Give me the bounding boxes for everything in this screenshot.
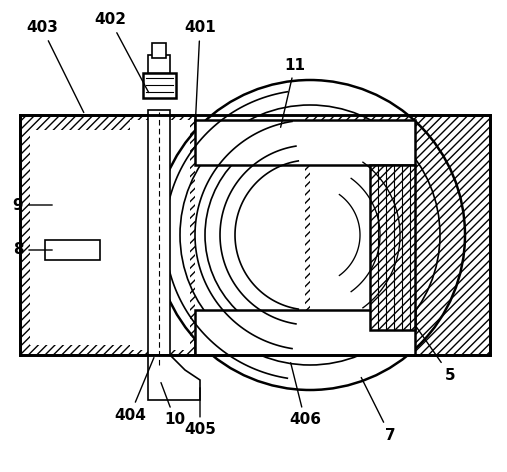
Bar (195, 310, 415, 355)
Text: 9: 9 (13, 197, 52, 212)
Text: 5: 5 (417, 327, 455, 382)
Bar (305, 115, 490, 355)
Text: 403: 403 (26, 20, 84, 112)
Bar (30, 130, 140, 345)
Text: 7: 7 (361, 378, 395, 443)
Text: 405: 405 (184, 388, 216, 438)
Bar (143, 73, 176, 98)
Bar (370, 165, 415, 330)
Text: 11: 11 (281, 58, 306, 127)
Text: 402: 402 (94, 12, 149, 93)
Bar (152, 43, 166, 58)
Bar (195, 120, 415, 165)
Polygon shape (148, 355, 200, 400)
Bar (20, 115, 490, 355)
Bar (130, 120, 190, 350)
Text: 406: 406 (289, 362, 321, 428)
Text: 10: 10 (161, 383, 186, 428)
Bar (148, 55, 170, 73)
Text: 404: 404 (114, 358, 154, 422)
Bar (370, 165, 415, 330)
Text: 8: 8 (13, 243, 52, 258)
Text: 401: 401 (184, 20, 216, 127)
Bar (310, 165, 370, 310)
Bar (148, 110, 170, 355)
Bar (45, 240, 100, 260)
Circle shape (155, 80, 465, 390)
Bar (20, 115, 195, 355)
Bar (20, 115, 195, 355)
Bar (305, 115, 490, 355)
